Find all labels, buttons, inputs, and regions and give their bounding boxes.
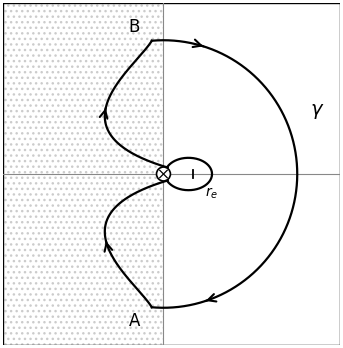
Text: $r_e$: $r_e$ [205, 186, 218, 201]
Circle shape [156, 167, 170, 181]
Bar [3, 3, 164, 345]
Text: A: A [129, 311, 140, 330]
Text: B: B [129, 18, 140, 37]
Text: γ: γ [310, 100, 322, 119]
